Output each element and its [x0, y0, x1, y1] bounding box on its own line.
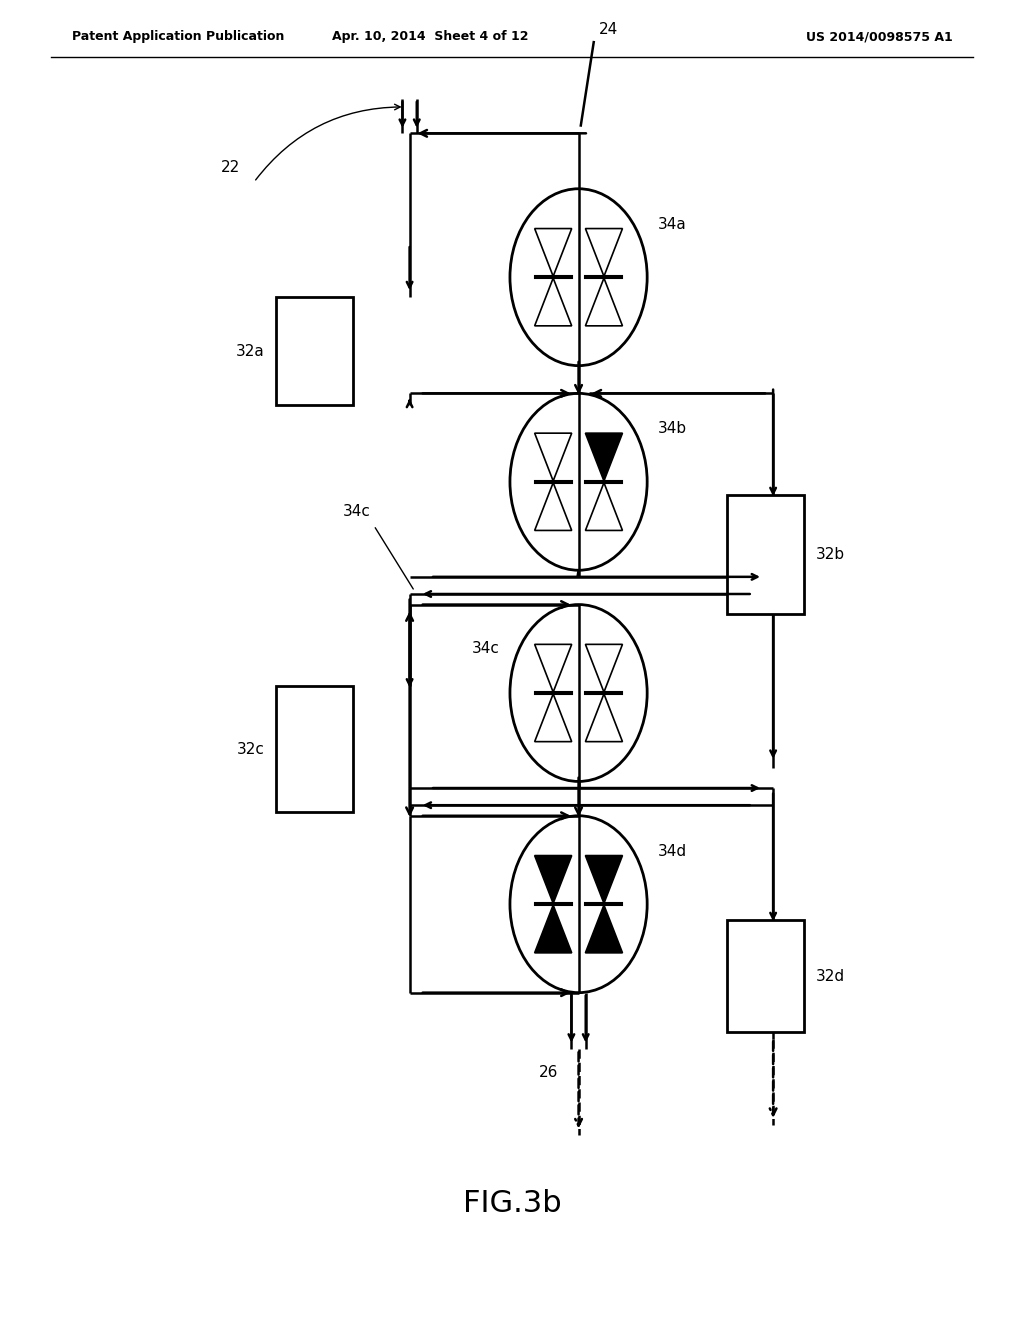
Bar	[727, 495, 804, 614]
Polygon shape	[586, 694, 623, 742]
Text: 34d: 34d	[657, 843, 686, 858]
Text: 34a: 34a	[657, 216, 686, 231]
Text: 32b: 32b	[816, 546, 845, 562]
Text: Patent Application Publication: Patent Application Publication	[72, 30, 284, 44]
Text: 34c: 34c	[472, 642, 500, 656]
Polygon shape	[535, 279, 571, 326]
Bar	[276, 686, 353, 812]
Polygon shape	[535, 483, 571, 531]
Text: 32a: 32a	[236, 343, 264, 359]
Text: Apr. 10, 2014  Sheet 4 of 12: Apr. 10, 2014 Sheet 4 of 12	[332, 30, 528, 44]
Bar	[727, 920, 804, 1032]
Polygon shape	[586, 279, 623, 326]
Text: 34c: 34c	[343, 504, 371, 519]
Polygon shape	[535, 228, 571, 276]
Polygon shape	[586, 483, 623, 531]
Polygon shape	[535, 433, 571, 480]
Polygon shape	[535, 644, 571, 692]
Text: 32c: 32c	[237, 742, 264, 756]
Text: 24: 24	[599, 22, 618, 37]
Polygon shape	[586, 906, 623, 953]
Polygon shape	[586, 228, 623, 276]
Text: 32d: 32d	[816, 969, 845, 983]
Polygon shape	[586, 433, 623, 480]
Bar	[276, 297, 353, 405]
Polygon shape	[535, 906, 571, 953]
Polygon shape	[586, 855, 623, 903]
Text: 26: 26	[539, 1065, 558, 1080]
Text: 34b: 34b	[657, 421, 686, 436]
Text: FIG.3b: FIG.3b	[463, 1189, 561, 1218]
Polygon shape	[535, 694, 571, 742]
Text: 22: 22	[221, 160, 240, 176]
Polygon shape	[535, 855, 571, 903]
Text: US 2014/0098575 A1: US 2014/0098575 A1	[806, 30, 952, 44]
Polygon shape	[586, 644, 623, 692]
